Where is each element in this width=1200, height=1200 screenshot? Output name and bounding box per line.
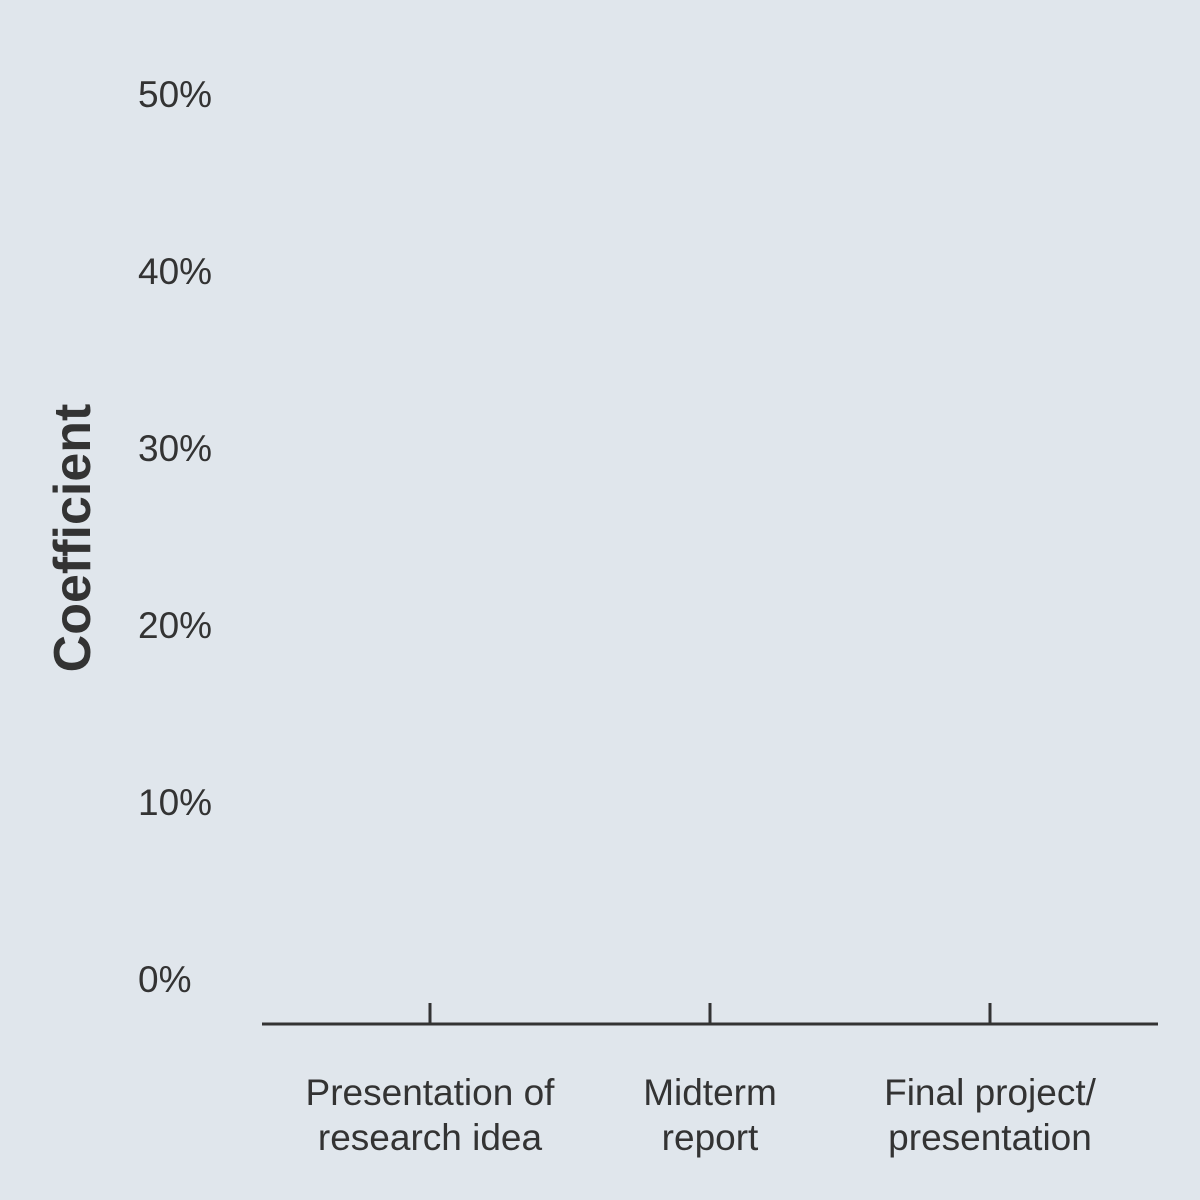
y-axis-title: Coefficient bbox=[44, 404, 102, 673]
y-tick-label: 30% bbox=[138, 428, 212, 469]
y-tick-label: 40% bbox=[138, 251, 212, 292]
y-tick-label: 50% bbox=[138, 74, 212, 115]
x-category-label: Final project/presentation bbox=[884, 1072, 1097, 1158]
y-tick-label: 20% bbox=[138, 605, 212, 646]
y-axis: 0% 10% 20% 30% 40% 50% bbox=[138, 74, 212, 1000]
y-tick-label: 10% bbox=[138, 782, 212, 823]
x-category-label: Midterm report bbox=[643, 1072, 777, 1158]
y-tick-label: 0% bbox=[138, 959, 191, 1000]
x-category-label: Presentation of research idea bbox=[306, 1072, 556, 1158]
x-axis: Presentation of research idea Midterm repor… bbox=[262, 1003, 1158, 1158]
